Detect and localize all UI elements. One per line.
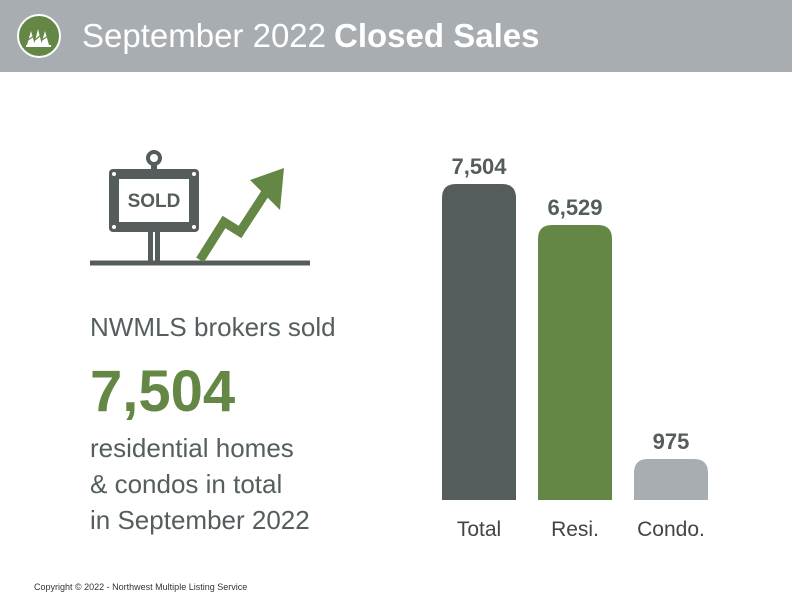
sold-sign-rising-arrow-icon: SOLD [90,150,310,266]
nwmls-trees-logo-icon [17,14,61,58]
summary-line-2: & condos in total [90,469,283,499]
bar-resi [538,225,612,500]
copyright-text: Copyright © 2022 - Northwest Multiple Li… [34,582,248,592]
summary-line-1: residential homes [90,433,294,463]
summary-line-3: in September 2022 [90,505,310,535]
summary-total-number: 7,504 [90,359,236,424]
summary-description: residential homes & condos in total in S… [90,430,310,538]
bar-condo [634,458,708,500]
category-label: Resi. [551,518,599,541]
summary-lead-text: NWMLS brokers sold [90,312,336,342]
header-banner: September 2022 Closed Sales [0,0,792,72]
bar-value-label: 6,529 [547,195,602,220]
title-bold-text: Closed Sales [334,17,540,54]
page-title: September 2022 Closed Sales [82,14,539,58]
bar-total [442,184,516,500]
sold-sign-text: SOLD [128,191,181,212]
category-label: Total [457,518,501,541]
category-label: Condo. [637,518,705,541]
bar-value-label: 975 [653,429,690,454]
bar-value-label: 7,504 [451,154,507,179]
closed-sales-bar-chart: 7,504 Total 6,529 Resi. 975 Condo. [442,154,708,541]
title-light-text: September 2022 [82,17,327,54]
